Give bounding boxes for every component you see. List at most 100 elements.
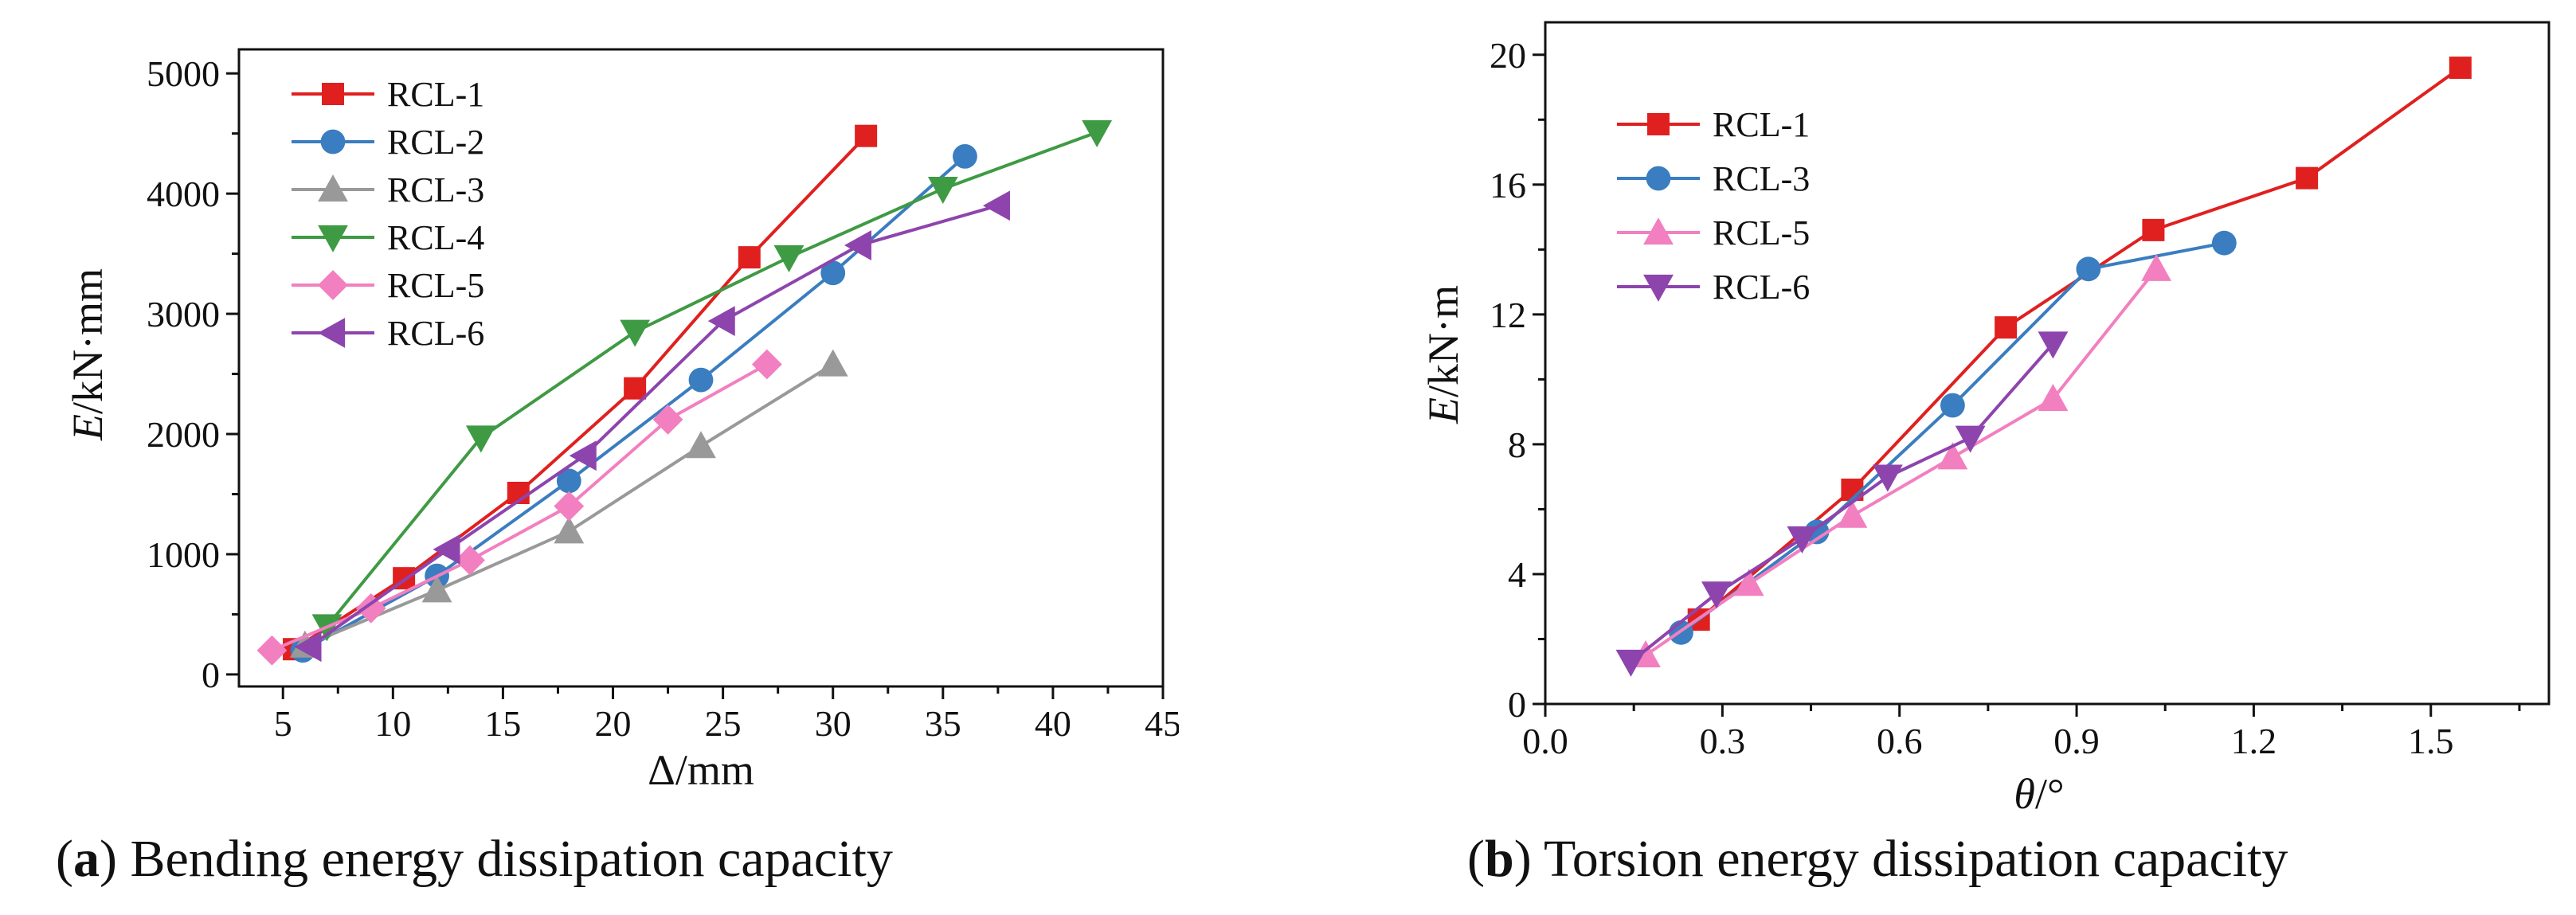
legend-item: RCL-1	[292, 75, 484, 114]
series-line	[292, 135, 867, 651]
x-tick-label: 40	[1035, 703, 1071, 744]
data-point	[569, 440, 597, 471]
legend-marker	[1647, 113, 1670, 135]
legend: RCL-1 RCL-3 RCL-5 RCL-6	[1617, 105, 1810, 307]
legend-label: RCL-1	[387, 75, 484, 114]
data-point	[1837, 500, 1868, 528]
data-point	[2211, 230, 2237, 256]
data-point	[844, 230, 871, 260]
series-line	[1644, 268, 2158, 657]
data-point	[2449, 57, 2472, 80]
legend-item: RCL-2	[292, 123, 484, 162]
legend-label: RCL-5	[387, 266, 484, 305]
data-point	[1701, 581, 1732, 609]
data-point	[1804, 519, 1830, 545]
legend-label: RCL-3	[387, 170, 484, 209]
legend-label: RCL-1	[1713, 105, 1810, 144]
series-line	[271, 362, 768, 652]
data-point	[982, 190, 1010, 221]
data-point	[1955, 425, 1986, 453]
y-tick-label: 2000	[147, 414, 220, 455]
data-point	[773, 245, 805, 273]
data-point	[624, 377, 647, 400]
data-point	[554, 516, 585, 544]
y-tick-label: 20	[1490, 35, 1526, 76]
x-tick-label: 45	[1145, 703, 1179, 744]
y-axis-label: E/kN·mm	[64, 268, 112, 441]
legend-marker	[1646, 166, 1671, 191]
bending-energy-panel: 5 10 15 20 25 30 35 40 45 0 1000 2000 3000 4000 5000 R…	[0, 0, 1181, 911]
legend-marker	[318, 174, 348, 202]
y-tick-label: 0	[1508, 684, 1526, 725]
data-point	[2076, 256, 2101, 282]
caption: (b) Torsion energy dissipation capacity	[1467, 830, 2288, 888]
x-tick-label: 5	[274, 703, 292, 744]
legend-label: RCL-4	[387, 218, 484, 257]
y-tick-label: 4000	[147, 174, 220, 214]
legend-item: RCL-3	[1617, 159, 1810, 198]
data-point	[751, 349, 782, 380]
data-point	[2038, 331, 2069, 359]
x-tick-label: 35	[925, 703, 961, 744]
x-axis-label-unit: /°	[2035, 770, 2065, 818]
data-point	[433, 534, 460, 565]
legend-label: RCL-6	[1713, 268, 1810, 307]
y-axis-label-symbol: E	[1419, 397, 1467, 424]
data-point	[1082, 120, 1113, 148]
x-tick-label: 20	[595, 703, 632, 744]
data-point	[2038, 383, 2069, 411]
legend-label: RCL-2	[387, 123, 484, 162]
legend-label: RCL-3	[1713, 159, 1810, 198]
legend-item: RCL-3	[292, 170, 484, 209]
series-rcl-6	[1615, 331, 2069, 677]
caption: (a) Bending energy dissipation capacity	[56, 830, 893, 888]
y-tick-label: 0	[202, 655, 220, 695]
x-tick-label: 30	[815, 703, 851, 744]
data-point	[1940, 393, 1965, 418]
legend-item: RCL-1	[1617, 105, 1810, 144]
y-axis-label-symbol: E	[64, 414, 112, 441]
data-point	[554, 491, 585, 522]
data-point	[256, 635, 288, 666]
legend-item: RCL-5	[1617, 213, 1810, 252]
y-tick-label: 8	[1508, 424, 1526, 465]
data-point	[1787, 526, 1818, 554]
data-point	[1937, 442, 1968, 470]
data-point	[688, 367, 714, 393]
data-point	[820, 260, 846, 286]
data-point	[294, 632, 322, 663]
y-tick-label: 1000	[147, 534, 220, 575]
data-point	[686, 431, 716, 459]
legend-item: RCL-6	[292, 314, 484, 353]
y-tick-label: 3000	[147, 294, 220, 334]
x-tick-label: 10	[374, 703, 411, 744]
caption-letter: a	[73, 830, 100, 888]
caption-text: ) Torsion energy dissipation capacity	[1514, 830, 2288, 888]
data-point	[953, 143, 977, 169]
data-point	[817, 349, 848, 377]
y-tick-label: 4	[1508, 554, 1526, 595]
legend-label: RCL-6	[387, 314, 484, 353]
series-rcl-6	[294, 190, 1010, 663]
data-point	[2141, 253, 2172, 281]
torsion-energy-panel: 0.0 0.3 0.6 0.9 1.2 1.5 0 4 8 12 16 20 RCL-1 RCL-3 RC…	[1354, 0, 2576, 911]
data-point	[556, 468, 581, 494]
series-rcl-5	[1631, 253, 2172, 667]
legend-marker	[1643, 217, 1674, 245]
data-point	[465, 425, 496, 453]
legend-marker	[320, 129, 346, 154]
data-point	[355, 592, 386, 624]
x-tick-label: 1.5	[2408, 721, 2454, 761]
data-point	[455, 545, 485, 576]
x-tick-label: 0.6	[1877, 721, 1923, 761]
legend-label: RCL-5	[1713, 213, 1810, 252]
x-axis-label: θ/°	[2014, 770, 2064, 818]
series-line	[1630, 342, 2054, 663]
x-tick-label: 1.2	[2231, 721, 2277, 761]
data-point	[738, 246, 761, 269]
legend-item: RCL-5	[292, 266, 484, 305]
x-axis-label: Δ/mm	[648, 746, 754, 794]
legend-item: RCL-4	[292, 218, 484, 257]
bending-energy-chart: 5 10 15 20 25 30 35 40 45 0 1000 2000 3000 4000 5000 R…	[56, 48, 1181, 888]
